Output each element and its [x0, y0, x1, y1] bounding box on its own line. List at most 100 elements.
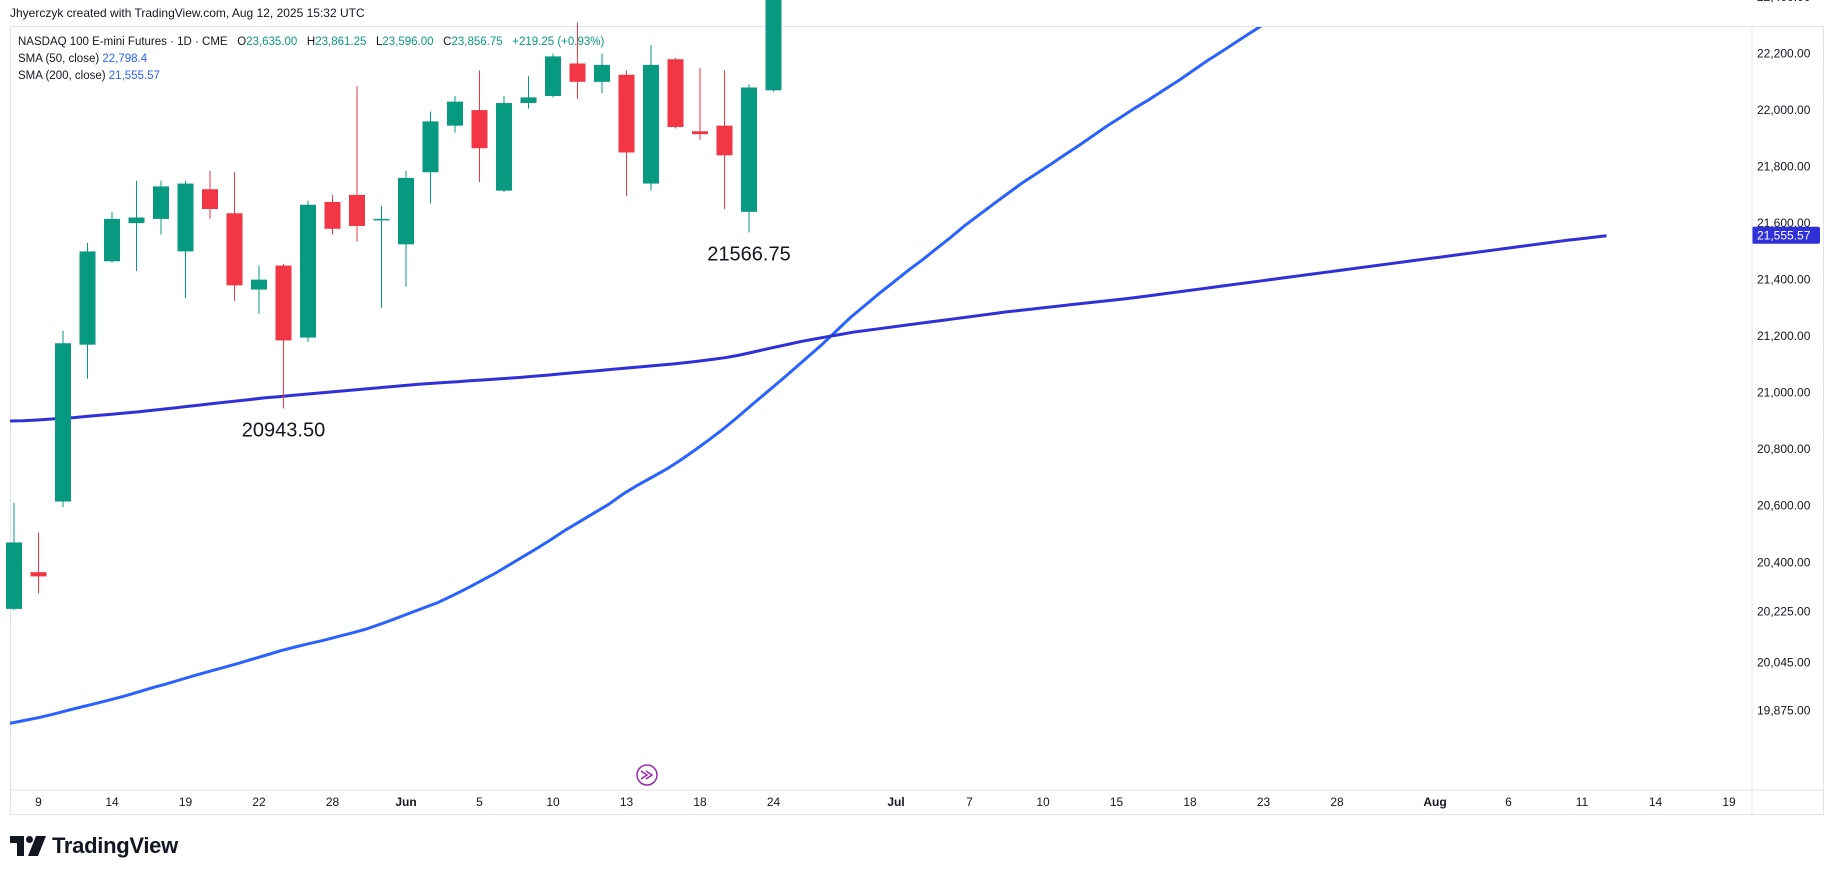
legend-symbol: NASDAQ 100 E-mini Futures · 1D · CME — [18, 36, 228, 48]
time-tick-label: Aug — [1423, 795, 1446, 809]
time-tick-label: 11 — [1576, 795, 1589, 809]
legend-sma200-label: SMA (200, close) — [18, 70, 106, 82]
candle-body — [128, 217, 145, 224]
candle — [251, 265, 267, 314]
candle — [447, 95, 463, 133]
candle — [6, 502, 22, 611]
candle-body — [422, 121, 439, 173]
candle-body — [765, 0, 782, 91]
candle-body — [6, 542, 22, 609]
legend-open-label: O — [237, 36, 247, 48]
legend-close-label: C — [443, 36, 452, 48]
price-tick-label: 21,600.00 — [1757, 216, 1811, 230]
price-tick-label: 20,800.00 — [1757, 442, 1811, 456]
candle — [177, 180, 194, 299]
tradingview-logo-icon — [10, 836, 46, 856]
legend-high-label: H — [306, 36, 316, 48]
candle-body — [30, 572, 47, 577]
time-tick-label: 18 — [1183, 795, 1197, 809]
candle-body — [594, 64, 610, 82]
legend-high-value: 23,861.25 — [315, 36, 367, 48]
time-tick-label: 6 — [1505, 795, 1512, 809]
candle-body — [398, 177, 414, 245]
sma200-price-tag: 21,555.57 — [1752, 226, 1820, 244]
time-tick-label: 19 — [1722, 795, 1736, 809]
price-tick-label: 21,800.00 — [1757, 160, 1811, 174]
candle — [79, 242, 96, 379]
legend-sma50-label: SMA (50, close) — [18, 53, 100, 65]
sma200-line — [10, 234, 1607, 423]
time-tick-label: 22 — [252, 795, 266, 809]
candle-body — [251, 279, 267, 290]
price-tick-label: 21,400.00 — [1757, 273, 1811, 287]
time-tick-label: Jun — [395, 795, 416, 809]
price-tick-label: 21,000.00 — [1757, 386, 1811, 400]
candle — [545, 53, 561, 98]
time-tick-label: Jul — [887, 795, 904, 809]
chart-credit: Jhyerczyk created with TradingView.com, … — [10, 6, 365, 20]
candle-body — [667, 59, 684, 128]
price-tick-label: 19,875.00 — [1757, 704, 1811, 718]
candle-body — [226, 213, 243, 286]
candle — [398, 170, 414, 287]
time-tick-label: 15 — [1110, 795, 1124, 809]
candle — [569, 22, 586, 99]
replay-icon[interactable] — [636, 764, 658, 786]
price-tick-label: 22,000.00 — [1757, 103, 1811, 117]
time-tick-label: 10 — [1036, 795, 1050, 809]
price-annotation: 21566.75 — [707, 244, 790, 266]
candle — [618, 70, 635, 197]
candle — [741, 84, 757, 233]
candle — [471, 70, 488, 183]
candle — [153, 180, 169, 235]
candle-body — [324, 201, 341, 229]
time-tick-label: 28 — [1330, 795, 1344, 809]
candle — [30, 532, 47, 594]
candle — [692, 67, 708, 140]
candle-body — [618, 74, 635, 153]
replay-marker[interactable] — [636, 764, 658, 786]
candle-body — [202, 189, 218, 210]
price-tick-label: 20,045.00 — [1757, 656, 1811, 670]
legend-close-value: 23,856.75 — [451, 36, 503, 48]
legend-ohlc-row[interactable]: NASDAQ 100 E-mini Futures · 1D · CME O23… — [18, 34, 604, 51]
legend-sma50-row[interactable]: SMA (50, close) 22,798.4 — [18, 51, 604, 68]
legend-open-value: 23,635.00 — [246, 36, 298, 48]
candle — [373, 206, 390, 308]
candle-body — [55, 343, 71, 502]
time-tick-label: 5 — [476, 795, 483, 809]
time-tick-label: 14 — [1649, 795, 1663, 809]
sma200-price-tag-text: 21,555.57 — [1757, 229, 1811, 243]
time-tick-label: 14 — [105, 795, 119, 809]
sma50-line — [10, 27, 1263, 725]
tradingview-logo-text: TradingView — [52, 833, 178, 858]
candle-body — [643, 64, 659, 184]
candle — [275, 264, 292, 409]
candles-layer — [6, 0, 782, 611]
time-tick-label: 19 — [179, 795, 193, 809]
candle — [202, 170, 218, 219]
legend-sma200-value: 21,555.57 — [108, 70, 160, 82]
candle-body — [716, 125, 733, 156]
price-axis[interactable]: 24,200.0024,000.0023,800.0023,600.0023,4… — [1751, 0, 1820, 815]
time-tick-label: 7 — [966, 795, 973, 809]
candle — [349, 86, 365, 242]
time-tick-label: 28 — [326, 795, 340, 809]
candle — [643, 45, 659, 191]
candle-body — [569, 63, 586, 82]
time-axis[interactable]: 9 14 19 22 28 Jun 5 10 13 18 24 Jul 7 10 15 18 23 28 Aug 6 1… — [10, 789, 1824, 809]
time-tick-label: 10 — [546, 795, 560, 809]
legend-sma200-row[interactable]: SMA (200, close) 21,555.57 — [18, 68, 604, 85]
candle-body — [104, 218, 120, 262]
candle — [667, 57, 684, 129]
tradingview-logo[interactable]: TradingView — [10, 833, 178, 859]
price-tick-label: 20,400.00 — [1757, 555, 1811, 569]
candle-body — [177, 183, 194, 252]
price-tick-label: 22,200.00 — [1757, 47, 1811, 61]
candle-body — [153, 186, 169, 219]
price-tick-label: 22,400.00 — [1757, 0, 1811, 4]
candle-body — [496, 103, 512, 191]
time-tick-label: 24 — [767, 795, 781, 809]
